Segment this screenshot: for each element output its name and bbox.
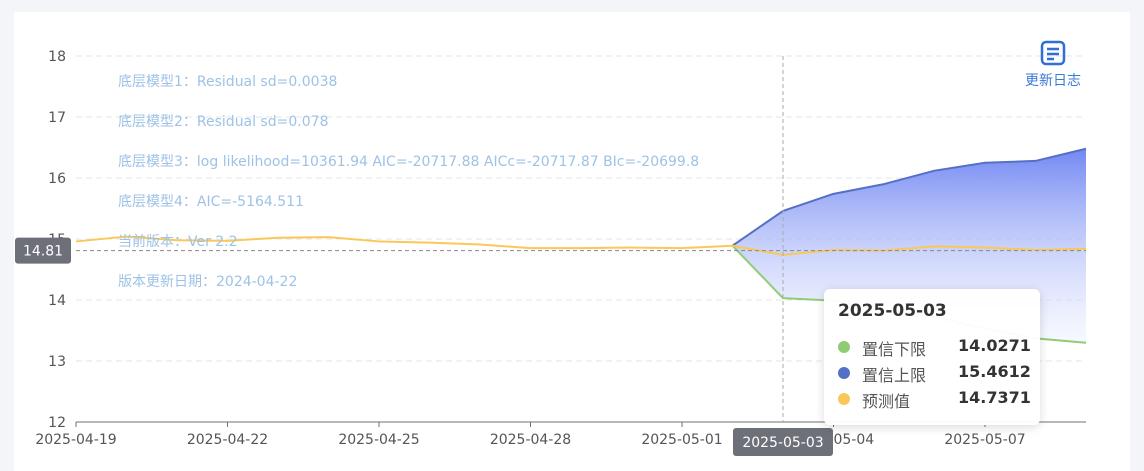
x-tick-label: 2025-04-22 (187, 432, 268, 448)
note-model-4: 底层模型4：AIC=-5164.511 (118, 194, 304, 210)
changelog-button[interactable]: 更新日志 (1018, 40, 1088, 90)
chart-tooltip: 2025-05-03 置信下限 14.0271 置信上限 15.4612 预测值… (824, 289, 1040, 425)
y-tick-label: 12 (48, 415, 66, 431)
y-tick-label: 13 (48, 354, 66, 370)
tooltip-row-value: 15.4612 (958, 362, 1031, 381)
lower-bound-dot (838, 341, 850, 353)
chart-panel: 121314151617182025-04-192025-04-222025-0… (14, 12, 1130, 471)
note-version: 当前版本：Ver 2.2 (118, 234, 238, 250)
x-tick-label: 2025-05-07 (944, 432, 1025, 448)
tooltip-row-predicted: 预测值 14.7371 (838, 387, 1034, 411)
x-tick-label: 2025-04-28 (490, 432, 571, 448)
predicted-dot (838, 393, 850, 405)
y-pointer-label: 14.81 (23, 244, 63, 260)
note-model-3: 底层模型3：log likelihood=10361.94 AIC=-20717… (118, 154, 700, 170)
note-update-date: 版本更新日期：2024-04-22 (118, 274, 298, 290)
y-tick-label: 17 (48, 110, 66, 126)
tooltip-row-label: 置信上限 (862, 366, 927, 385)
y-pointer-label-box (15, 237, 71, 264)
model-notes: 底层模型1：Residual sd=0.0038 底层模型2：Residual … (118, 62, 699, 302)
y-tick-label: 18 (48, 49, 66, 65)
changelog-icon (1040, 40, 1066, 66)
tooltip-row-value: 14.0271 (958, 336, 1031, 355)
tooltip-row-upper: 置信上限 15.4612 (838, 361, 1034, 385)
x-tick-label: 2025-04-19 (35, 432, 116, 448)
y-tick-label: 14 (48, 293, 66, 309)
x-pointer-label: 2025-05-03 (742, 435, 823, 451)
tooltip-date: 2025-05-03 (838, 301, 947, 321)
note-model-1: 底层模型1：Residual sd=0.0038 (118, 74, 338, 90)
upper-bound-dot (838, 367, 850, 379)
tooltip-row-value: 14.7371 (958, 388, 1031, 407)
x-tick-label: 2025-05-01 (641, 432, 722, 448)
tooltip-row-label: 置信下限 (862, 340, 927, 359)
tooltip-row-label: 预测值 (862, 392, 911, 411)
x-tick-label: 2025-04-25 (338, 432, 419, 448)
changelog-label: 更新日志 (1025, 73, 1081, 89)
series-line-upper[interactable] (731, 147, 1087, 247)
y-tick-label: 16 (48, 171, 66, 187)
note-model-2: 底层模型2：Residual sd=0.078 (118, 114, 329, 130)
x-pointer-label-box (733, 428, 833, 456)
tooltip-row-lower: 置信下限 14.0271 (838, 335, 1034, 359)
series-line-predicted[interactable] (75, 235, 1087, 256)
